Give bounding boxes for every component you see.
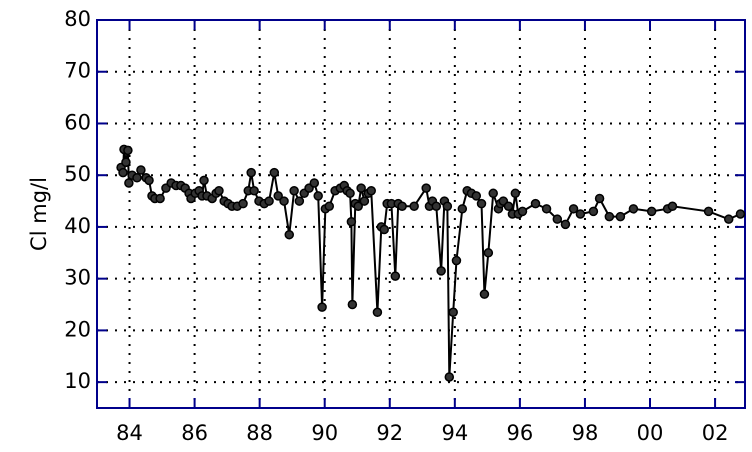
y-tick-label: 20	[64, 317, 91, 341]
data-point	[294, 196, 305, 206]
data-point	[594, 193, 605, 204]
data-point	[379, 224, 389, 235]
data-point	[356, 183, 366, 193]
data-point	[723, 214, 734, 224]
data-point	[510, 188, 521, 199]
data-point	[346, 217, 357, 227]
data-point	[121, 157, 131, 168]
data-point	[568, 204, 579, 214]
data-point	[238, 198, 248, 209]
data-point	[444, 372, 455, 382]
data-point	[488, 188, 498, 199]
y-axis-label: Cl mg/l	[27, 177, 51, 251]
data-point	[703, 206, 714, 217]
data-point	[560, 219, 571, 230]
x-tick-label: 98	[572, 421, 599, 445]
data-point	[436, 266, 446, 276]
x-tick-label: 00	[637, 421, 664, 445]
data-line	[120, 149, 741, 378]
y-tick-label: 80	[64, 7, 91, 31]
data-point	[372, 307, 383, 318]
data-point	[667, 201, 678, 211]
y-tick-label: 40	[64, 214, 91, 238]
data-point	[136, 165, 146, 175]
data-point	[409, 201, 419, 211]
data-point	[124, 178, 134, 188]
data-point	[155, 193, 165, 204]
x-tick-label: 94	[441, 421, 468, 445]
data-point	[359, 196, 370, 206]
data-point	[309, 178, 320, 188]
data-point	[541, 204, 552, 214]
data-point	[421, 183, 431, 193]
data-point	[646, 206, 657, 217]
x-tick-label: 86	[181, 421, 208, 445]
y-tick-label: 50	[64, 162, 91, 186]
y-tick-label: 10	[64, 369, 91, 393]
data-point	[442, 201, 453, 211]
data-point	[249, 185, 259, 196]
data-point	[324, 201, 335, 211]
data-point	[279, 196, 289, 206]
data-point	[451, 255, 462, 266]
x-tick-label: 92	[376, 421, 403, 445]
x-tick-label: 96	[507, 421, 534, 445]
x-tick-label: 90	[311, 421, 338, 445]
data-point	[575, 209, 586, 219]
data-point	[479, 289, 490, 299]
data-point	[471, 191, 482, 201]
data-point	[353, 201, 363, 211]
data-point	[273, 191, 283, 201]
data-point	[530, 198, 541, 209]
data-point	[628, 204, 639, 214]
y-tick-label: 60	[64, 110, 91, 134]
data-point	[604, 211, 615, 222]
data-point	[317, 302, 327, 312]
data-point	[457, 204, 468, 214]
x-tick-label: 88	[246, 421, 273, 445]
x-tick-label: 02	[702, 421, 729, 445]
data-point	[397, 201, 407, 211]
data-point	[246, 167, 256, 178]
data-point	[431, 201, 442, 211]
data-point	[390, 271, 401, 281]
data-point	[483, 248, 494, 258]
data-point	[366, 185, 376, 196]
data-point	[476, 198, 487, 209]
data-point	[284, 229, 295, 240]
data-point	[345, 188, 355, 199]
data-point	[588, 206, 599, 217]
data-point	[503, 201, 514, 211]
data-point	[313, 191, 323, 201]
data-point	[123, 145, 133, 156]
data-point	[615, 211, 626, 222]
data-point	[199, 175, 209, 186]
data-point	[264, 196, 274, 206]
y-tick-label: 70	[64, 59, 91, 83]
data-point	[448, 307, 458, 318]
data-point	[517, 206, 528, 217]
data-point	[214, 185, 224, 196]
x-tick-label: 84	[116, 421, 143, 445]
data-point	[132, 173, 142, 183]
data-point	[269, 167, 280, 178]
data-point	[735, 209, 746, 219]
data-point	[552, 214, 563, 224]
data-point	[118, 167, 128, 178]
data-point	[347, 299, 358, 310]
data-point	[289, 185, 299, 196]
y-tick-label: 30	[64, 266, 91, 290]
data-point	[144, 175, 154, 186]
